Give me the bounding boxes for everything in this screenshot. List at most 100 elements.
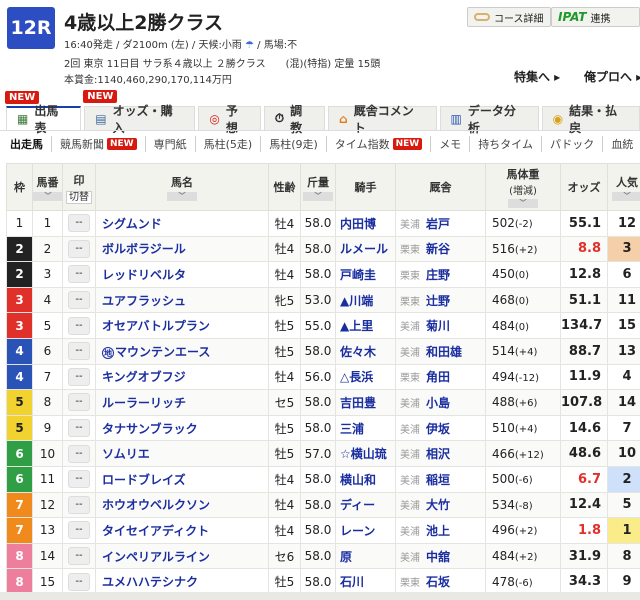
sex-age: 牡5	[268, 568, 301, 595]
subnav-item[interactable]: 出走馬	[6, 136, 52, 152]
sort-chevron-icon[interactable]: ﹀	[167, 191, 197, 201]
jockey-link[interactable]: ☆横山琉	[335, 440, 396, 467]
subnav-item[interactable]: 持ちタイム	[470, 136, 542, 152]
subnav-item[interactable]: メモ	[431, 136, 471, 152]
ipat-link-button[interactable]: IPAT 連携	[551, 7, 640, 27]
tab-odds[interactable]: ▤ オッズ・購入 NEW	[83, 90, 196, 135]
subnav-item[interactable]: 馬柱(5走)	[196, 136, 262, 152]
horse-name-link[interactable]: タイセイアディクト	[102, 523, 210, 538]
trainer-link[interactable]: 新谷	[426, 242, 451, 257]
jockey-link[interactable]: レーン	[335, 517, 396, 544]
mark-selector[interactable]: --	[68, 316, 90, 335]
trainer-link[interactable]: 中舘	[426, 549, 451, 564]
trainer-link[interactable]: 小島	[426, 395, 451, 410]
mark-selector[interactable]: --	[68, 393, 90, 412]
horse-name-link[interactable]: レッドリベルタ	[102, 267, 187, 282]
bar-chart-icon: ▥	[450, 111, 462, 126]
mark-selector[interactable]: --	[68, 547, 90, 566]
mark-selector[interactable]: --	[68, 214, 90, 233]
jockey-link[interactable]: △長浜	[335, 363, 396, 391]
trainer-link[interactable]: 伊坂	[426, 421, 451, 436]
horse-name-link[interactable]: キングオブフジ	[102, 370, 186, 385]
header-weight[interactable]: 斤量 ﹀	[300, 163, 336, 211]
tab-coins[interactable]: ◉ 結果・払戻	[541, 104, 640, 135]
jockey-link[interactable]: 内田博	[335, 210, 396, 237]
header-body-weight[interactable]: 馬体重 (増減) ﹀	[485, 163, 561, 211]
mark-selector[interactable]: --	[68, 367, 90, 386]
mark-selector[interactable]: --	[68, 470, 90, 489]
tab-table[interactable]: ▦ 出馬表 NEW	[5, 91, 82, 135]
jockey-link[interactable]: ルメール	[335, 235, 396, 263]
sort-chevron-icon[interactable]: ﹀	[303, 191, 333, 201]
mark-selector[interactable]: --	[68, 495, 90, 514]
jockey-link[interactable]: 戸崎圭	[335, 261, 396, 288]
subnav-item[interactable]: パドック	[542, 136, 604, 152]
trainer-link[interactable]: 相沢	[426, 447, 451, 462]
jockey-link[interactable]: 石川	[335, 568, 396, 595]
jockey-link[interactable]: 三浦	[335, 414, 396, 442]
subnav-item[interactable]: 競馬新聞 NEW	[52, 136, 146, 152]
table-row: 3 4 -- ユアフラッシュ 牝5 53.0 ▲川端 栗東 辻野 468(0) 5…	[6, 286, 640, 314]
trainer-link[interactable]: 和田雄	[426, 344, 463, 359]
horse-name-link[interactable]: ユメハハテシナク	[102, 575, 199, 590]
header-popularity[interactable]: 人気 ﹀	[607, 163, 640, 211]
trainer-link[interactable]: 角田	[426, 370, 451, 385]
jockey-link[interactable]: ▲川端	[335, 286, 396, 314]
mark-selector[interactable]: --	[68, 572, 90, 591]
course-detail-button[interactable]: コース詳細	[467, 7, 551, 27]
mark-selector[interactable]: --	[68, 342, 90, 361]
mark-selector[interactable]: --	[68, 444, 90, 463]
header-name[interactable]: 馬名 ﹀	[95, 163, 269, 211]
jockey-link[interactable]: ディー	[335, 491, 396, 519]
horse-name-link[interactable]: ロードブレイズ	[102, 472, 186, 487]
sort-chevron-icon[interactable]: ﹀	[508, 199, 538, 208]
header-umaban[interactable]: 馬番 ﹀	[32, 163, 63, 211]
mark-toggle-button[interactable]: 切替	[66, 190, 92, 204]
trainer-link[interactable]: 稲垣	[426, 472, 451, 487]
horse-name-link[interactable]: シグムンド	[102, 216, 162, 231]
scrollbar-area[interactable]	[0, 592, 640, 600]
jockey-link[interactable]: ▲上里	[335, 312, 396, 339]
jockey-link[interactable]: 横山和	[335, 465, 396, 493]
horse-name-link[interactable]: タナサンブラック	[102, 421, 198, 436]
mark-selector[interactable]: --	[68, 265, 90, 284]
trainer-link[interactable]: 岩戸	[426, 216, 451, 231]
tab-target[interactable]: ◎ 予想	[198, 104, 261, 135]
jockey-link[interactable]: 吉田豊	[335, 389, 396, 416]
sort-chevron-icon[interactable]: ﹀	[33, 191, 63, 201]
stable-cell: 美浦 相沢	[395, 440, 486, 467]
horse-name-link[interactable]: ホウオウベルクソン	[102, 498, 211, 513]
trainer-link[interactable]: 大竹	[426, 498, 451, 513]
mark-selector[interactable]: --	[68, 419, 90, 438]
tab-bar-chart[interactable]: ▥ データ分析	[439, 104, 539, 135]
tab-stable[interactable]: ⌂ 厩舎コメント	[328, 104, 437, 135]
subnav-item[interactable]: 血統	[603, 136, 640, 152]
sort-chevron-icon[interactable]: ﹀	[612, 191, 640, 201]
trainer-link[interactable]: 石坂	[426, 575, 451, 590]
tab-stopwatch[interactable]: ⏱ 調教	[263, 104, 326, 135]
subnav-item[interactable]: 専門紙	[146, 136, 196, 152]
mark-selector[interactable]: --	[68, 521, 90, 540]
mark-selector[interactable]: --	[68, 291, 90, 310]
jockey-link[interactable]: 原	[335, 542, 396, 570]
my-pro-link[interactable]: 俺プロへ ▸	[584, 70, 640, 84]
horse-name-link[interactable]: ソムリエ	[102, 447, 150, 462]
trainer-link[interactable]: 菊川	[426, 319, 451, 334]
trainer-link[interactable]: 池上	[426, 523, 451, 538]
horse-name-link[interactable]: ボルボラジール	[102, 242, 186, 257]
popularity: 10	[607, 440, 640, 467]
body-weight: 484(0)	[485, 312, 561, 339]
subnav-item[interactable]: 馬柱(9走)	[261, 136, 327, 152]
trainer-link[interactable]: 辻野	[426, 293, 451, 308]
stable-cell: 美浦 小島	[395, 389, 486, 416]
jockey-link[interactable]: 佐々木	[335, 337, 396, 365]
horse-name-link[interactable]: マウンテンエース	[115, 344, 211, 359]
special-feature-link[interactable]: 特集へ ▸	[514, 70, 561, 84]
horse-name-link[interactable]: オセアバトルプラン	[102, 319, 210, 334]
subnav-item[interactable]: タイム指数 NEW	[327, 136, 432, 152]
horse-name-link[interactable]: ルーラーリッチ	[102, 395, 187, 410]
horse-name-link[interactable]: ユアフラッシュ	[102, 293, 187, 308]
mark-selector[interactable]: --	[68, 239, 90, 258]
trainer-link[interactable]: 庄野	[426, 267, 451, 282]
horse-name-link[interactable]: インペリアルライン	[102, 549, 210, 564]
